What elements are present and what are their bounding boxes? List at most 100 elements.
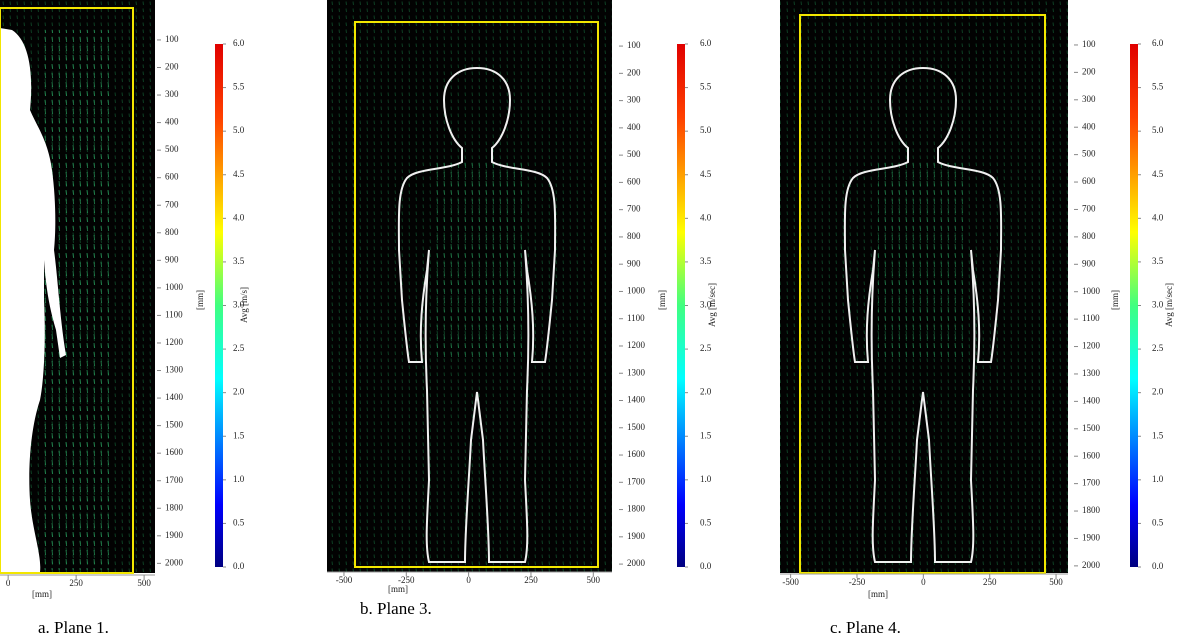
y-tick-label: 1800	[1082, 505, 1101, 515]
x-tick-label: 500	[137, 578, 151, 588]
y-tick-label: 800	[627, 231, 641, 241]
y-tick-label: 1700	[1082, 478, 1101, 488]
y-tick-label: 1600	[165, 447, 184, 457]
y-tick-label: 400	[1082, 121, 1096, 131]
panel: 1002003004005006007008009001000110012001…	[0, 0, 249, 637]
colorbar-tick-label: 2.0	[1152, 387, 1164, 397]
colorbar-tick-label: 3.5	[233, 256, 245, 266]
y-tick-label: 600	[165, 172, 179, 182]
y-tick-label: 700	[165, 199, 179, 209]
y-tick-label: 100	[165, 34, 179, 44]
x-tick-label: 250	[983, 577, 997, 587]
colorbar-tick-label: 5.0	[233, 125, 245, 135]
colorbar-tick-label: 1.5	[233, 430, 245, 440]
colorbar-tick-label: 2.5	[1152, 343, 1164, 353]
y-tick-label: 1500	[1082, 423, 1101, 433]
colorbar-tick-label: 4.0	[1152, 212, 1164, 222]
colorbar-tick-label: 3.5	[1152, 256, 1164, 266]
colorbar-tick-label: 0.5	[1152, 517, 1164, 527]
colorbar-tick-label: 0.0	[1152, 561, 1164, 571]
y-tick-label: 300	[1082, 94, 1096, 104]
y-tick-label: 300	[627, 95, 641, 105]
x-axis-label: [mm]	[32, 589, 52, 599]
y-tick-label: 200	[1082, 66, 1096, 76]
colorbar-tick-label: 4.0	[700, 212, 712, 222]
colorbar-tick-label: 6.0	[233, 38, 245, 48]
y-tick-label: 800	[1082, 231, 1096, 241]
x-tick-label: -500	[782, 577, 799, 587]
panel: 1002003004005006007008009001000110012001…	[327, 0, 717, 618]
y-tick-label: 1300	[165, 365, 184, 375]
colorbar-tick-label: 4.5	[700, 169, 712, 179]
colorbar-tick-label: 0.5	[700, 517, 712, 527]
y-tick-label: 2000	[627, 558, 646, 568]
colorbar-tick-label: 5.0	[700, 125, 712, 135]
colorbar	[215, 44, 223, 567]
colorbar-tick-label: 5.5	[233, 82, 245, 92]
y-tick-label: 1600	[1082, 450, 1101, 460]
y-tick-label: 1700	[627, 476, 646, 486]
colorbar-tick-label: 0.5	[233, 517, 245, 527]
y-tick-label: 500	[627, 149, 641, 159]
y-tick-label: 1000	[1082, 286, 1101, 296]
y-tick-label: 600	[1082, 176, 1096, 186]
colorbar-tick-label: 3.5	[700, 256, 712, 266]
x-axis-label: [mm]	[388, 584, 408, 594]
colorbar-label: Avg [m/s]	[239, 287, 249, 323]
y-tick-label: 1000	[165, 282, 184, 292]
y-tick-label: 1000	[627, 286, 646, 296]
y-tick-label: 1800	[627, 504, 646, 514]
y-tick-label: 1400	[1082, 395, 1101, 405]
y-tick-label: 400	[165, 117, 179, 127]
y-tick-label: 300	[165, 89, 179, 99]
y-tick-label: 500	[165, 144, 179, 154]
y-tick-label: 200	[165, 62, 179, 72]
y-tick-label: 700	[627, 204, 641, 214]
colorbar-tick-label: 1.5	[700, 430, 712, 440]
y-tick-label: 1200	[1082, 341, 1101, 351]
colorbar-tick-label: 4.5	[1152, 169, 1164, 179]
colorbar-tick-label: 2.5	[233, 343, 245, 353]
y-tick-label: 1700	[165, 475, 184, 485]
y-tick-label: 700	[1082, 204, 1096, 214]
y-tick-label: 1900	[1082, 533, 1101, 543]
colorbar-tick-label: 6.0	[1152, 38, 1164, 48]
x-tick-label: 250	[69, 578, 83, 588]
y-tick-label: 1200	[627, 340, 646, 350]
x-tick-label: 500	[587, 575, 601, 585]
colorbar-tick-label: 1.0	[1152, 474, 1164, 484]
y-tick-label: 1200	[165, 337, 184, 347]
y-tick-label: 500	[1082, 149, 1096, 159]
colorbar	[677, 44, 685, 567]
colorbar-tick-label: 2.0	[233, 387, 245, 397]
caption: a. Plane 1.	[38, 618, 109, 637]
y-tick-label: 1800	[165, 502, 184, 512]
y-tick-label: 400	[627, 122, 641, 132]
y-tick-label: 900	[1082, 258, 1096, 268]
colorbar-tick-label: 2.5	[700, 343, 712, 353]
caption: b. Plane 3.	[360, 599, 432, 618]
colorbar-tick-label: 5.0	[1152, 125, 1164, 135]
y-tick-label: 1300	[627, 367, 646, 377]
panel: 1002003004005006007008009001000110012001…	[780, 0, 1174, 637]
colorbar-label: Avg [m/sec]	[707, 283, 717, 327]
y-tick-label: 100	[627, 40, 641, 50]
y-axis-label: [mm]	[1110, 290, 1120, 310]
y-tick-label: 600	[627, 176, 641, 186]
x-tick-label: 0	[921, 577, 926, 587]
colorbar-tick-label: 5.5	[700, 82, 712, 92]
colorbar-tick-label: 1.0	[233, 474, 245, 484]
figure: 1002003004005006007008009001000110012001…	[0, 0, 1190, 643]
y-tick-label: 1600	[627, 449, 646, 459]
y-tick-label: 1900	[165, 530, 184, 540]
x-tick-label: -500	[336, 575, 353, 585]
colorbar-tick-label: 4.0	[233, 212, 245, 222]
y-axis-label: [mm]	[195, 290, 205, 310]
y-tick-label: 2000	[1082, 560, 1101, 570]
x-tick-label: 0	[6, 578, 11, 588]
y-tick-label: 2000	[165, 557, 184, 567]
flow-region	[432, 160, 522, 360]
x-tick-label: 250	[524, 575, 538, 585]
y-tick-label: 1500	[627, 422, 646, 432]
colorbar-label: Avg [m/sec]	[1164, 283, 1174, 327]
